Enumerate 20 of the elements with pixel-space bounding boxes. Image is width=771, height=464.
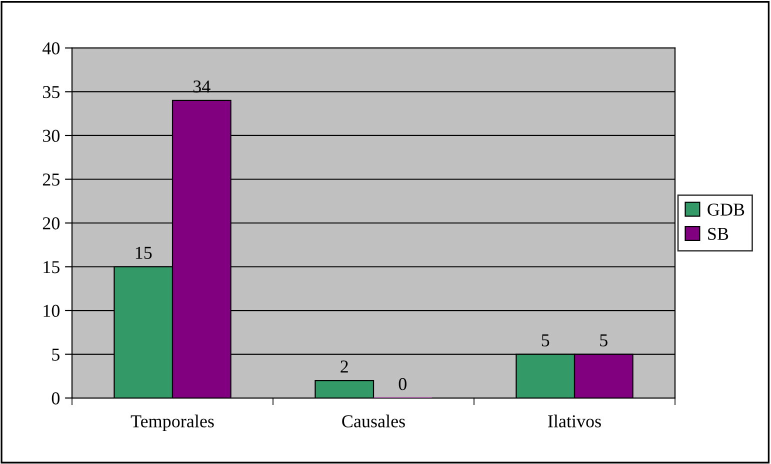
data-label: 0 [398, 378, 406, 390]
data-label: 34 [193, 80, 210, 93]
y-tick-label: 0 [52, 392, 60, 404]
y-tick-label: 25 [42, 174, 60, 186]
y-tick-label: 40 [42, 42, 60, 54]
data-label: 15 [136, 246, 152, 259]
x-tick-label: Temporales [130, 414, 214, 432]
y-tick-label: 30 [43, 130, 60, 142]
x-tick-label: Causales [342, 414, 405, 428]
legend-label: SB [708, 228, 728, 240]
data-label: 2 [340, 360, 348, 373]
y-tick-label: 20 [42, 217, 60, 230]
y-tick-label: 15 [44, 261, 60, 274]
y-tick-label: 5 [52, 348, 60, 361]
y-tick-label: 10 [44, 304, 60, 317]
data-label: 5 [542, 334, 550, 346]
legend-label: GDB [708, 204, 744, 216]
x-tick-label: Ilativos [548, 414, 601, 428]
y-tick-label: 35 [43, 86, 60, 98]
data-label: 5 [600, 334, 608, 346]
